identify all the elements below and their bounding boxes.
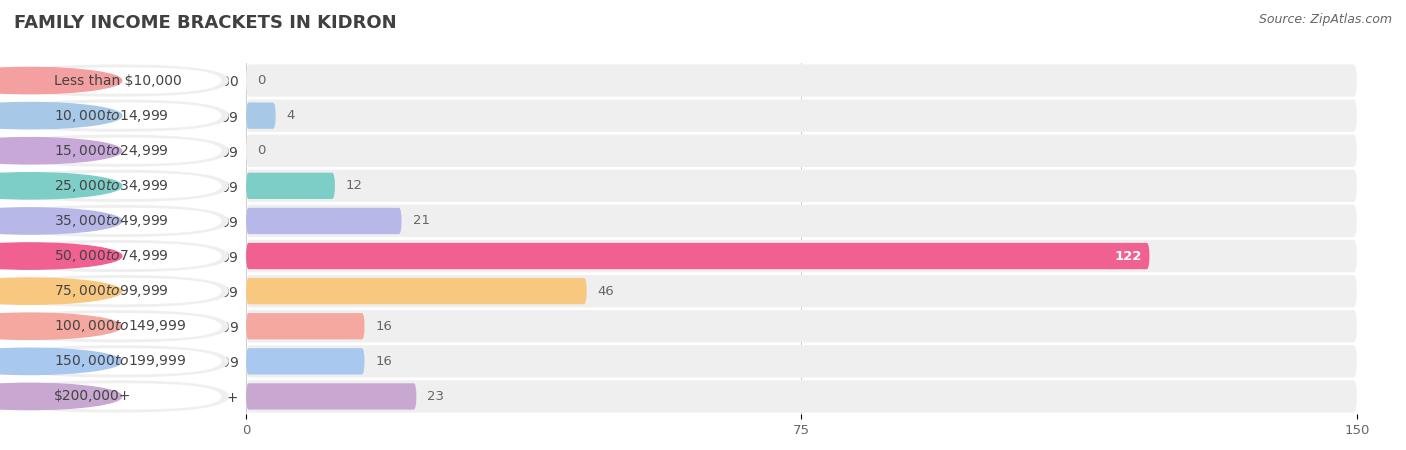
FancyBboxPatch shape [20,173,221,199]
FancyBboxPatch shape [20,313,221,339]
Text: Less than $10,000: Less than $10,000 [53,73,181,88]
Circle shape [0,278,122,304]
FancyBboxPatch shape [246,103,276,129]
Circle shape [0,313,122,339]
FancyBboxPatch shape [246,310,1357,342]
FancyBboxPatch shape [246,380,1357,413]
FancyBboxPatch shape [3,205,229,237]
FancyBboxPatch shape [3,64,229,97]
FancyBboxPatch shape [20,68,221,94]
Text: $75,000 to $99,999: $75,000 to $99,999 [53,283,169,299]
Text: 0: 0 [257,144,266,157]
Circle shape [0,103,122,129]
Text: $50,000 to $74,999: $50,000 to $74,999 [53,248,169,264]
Circle shape [0,208,122,234]
FancyBboxPatch shape [246,275,1357,307]
FancyBboxPatch shape [20,243,221,269]
Circle shape [0,348,122,374]
Text: Source: ZipAtlas.com: Source: ZipAtlas.com [1258,14,1392,27]
Text: $150,000 to $199,999: $150,000 to $199,999 [53,353,187,369]
Text: FAMILY INCOME BRACKETS IN KIDRON: FAMILY INCOME BRACKETS IN KIDRON [14,14,396,32]
FancyBboxPatch shape [246,205,1357,237]
FancyBboxPatch shape [20,138,221,164]
FancyBboxPatch shape [3,135,229,167]
Circle shape [0,68,122,94]
FancyBboxPatch shape [20,208,221,234]
FancyBboxPatch shape [20,103,221,129]
FancyBboxPatch shape [246,99,1357,132]
Circle shape [0,173,122,199]
Text: $15,000 to $24,999: $15,000 to $24,999 [53,143,169,159]
FancyBboxPatch shape [246,345,1357,378]
FancyBboxPatch shape [246,383,416,410]
Text: $200,000+: $200,000+ [53,389,132,404]
Circle shape [0,138,122,164]
Text: 122: 122 [1115,250,1142,262]
FancyBboxPatch shape [3,310,229,342]
FancyBboxPatch shape [246,208,402,234]
FancyBboxPatch shape [246,170,1357,202]
FancyBboxPatch shape [20,348,221,374]
FancyBboxPatch shape [3,99,229,132]
FancyBboxPatch shape [246,64,1357,97]
FancyBboxPatch shape [246,348,364,374]
FancyBboxPatch shape [246,173,335,199]
Text: 16: 16 [375,355,392,368]
FancyBboxPatch shape [246,313,364,339]
FancyBboxPatch shape [246,278,586,304]
Text: $25,000 to $34,999: $25,000 to $34,999 [53,178,169,194]
Text: 4: 4 [287,109,295,122]
FancyBboxPatch shape [20,383,221,410]
Text: 46: 46 [598,285,614,297]
FancyBboxPatch shape [3,240,229,272]
Text: $100,000 to $149,999: $100,000 to $149,999 [53,318,187,334]
Text: $35,000 to $49,999: $35,000 to $49,999 [53,213,169,229]
FancyBboxPatch shape [246,240,1357,272]
Text: 0: 0 [257,74,266,87]
Text: 21: 21 [413,215,430,227]
Text: 16: 16 [375,320,392,333]
Text: $10,000 to $14,999: $10,000 to $14,999 [53,108,169,124]
Circle shape [0,383,122,410]
FancyBboxPatch shape [3,275,229,307]
Text: 12: 12 [346,180,363,192]
Circle shape [0,243,122,269]
FancyBboxPatch shape [20,278,221,304]
FancyBboxPatch shape [246,135,1357,167]
FancyBboxPatch shape [3,170,229,202]
FancyBboxPatch shape [3,345,229,378]
FancyBboxPatch shape [3,380,229,413]
Text: 23: 23 [427,390,444,403]
FancyBboxPatch shape [246,243,1150,269]
